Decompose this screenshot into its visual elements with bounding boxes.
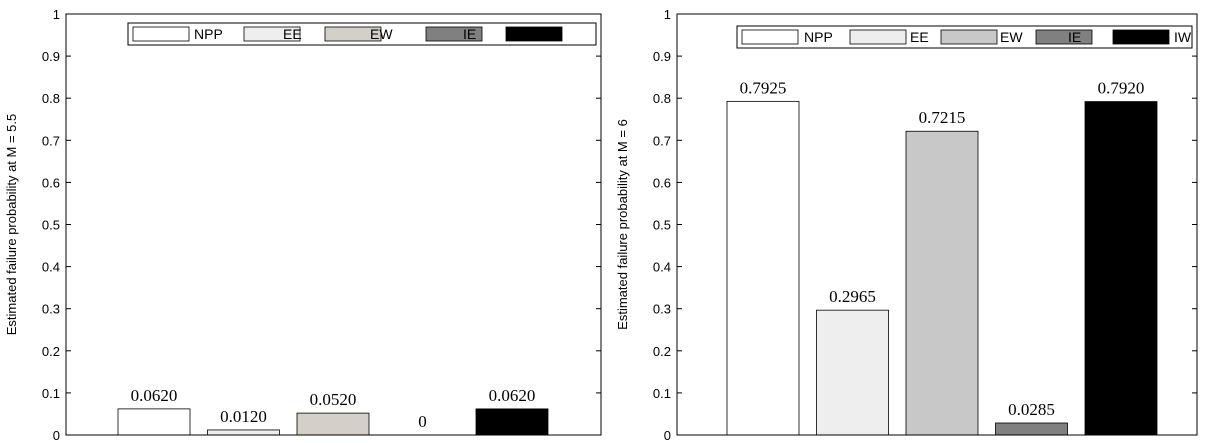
legend-label-ee: EE <box>283 26 302 42</box>
legend: NPP EE EW IE IW <box>127 22 597 46</box>
legend-label-npp: NPP <box>804 29 833 45</box>
legend-swatch-ee <box>849 29 907 45</box>
y-tick-label: 0.7 <box>653 133 671 148</box>
legend-label-ew: EW <box>1000 29 1023 45</box>
value-label-iw: 0.0620 <box>489 386 536 405</box>
chart-panel-2: 0.7925 0.2965 0.7215 0.0285 0.7920 0 0.1 0.2 0.3… <box>615 7 1198 443</box>
y-tick-label: 0.3 <box>42 302 60 317</box>
legend-swatch-iw <box>505 26 563 42</box>
y-tick-label: 0 <box>664 428 671 443</box>
y-tick-label: 0.2 <box>653 344 671 359</box>
value-label-ie: 0 <box>418 412 427 431</box>
legend-swatch-npp <box>132 26 190 42</box>
value-label-ew: 0.7215 <box>919 108 966 127</box>
legend-swatch-ie <box>425 26 483 42</box>
y-tick-label: 0.6 <box>653 175 671 190</box>
bar-npp <box>726 100 800 436</box>
axes-frame <box>65 13 602 436</box>
legend-label-ew: EW <box>370 26 393 42</box>
y-tick-label: 0.1 <box>653 386 671 401</box>
y-tick-label: 0.3 <box>653 302 671 317</box>
legend-swatch-iw <box>1112 29 1170 45</box>
y-tick-label: 0.5 <box>653 218 671 233</box>
legend-swatch-ew <box>940 29 998 45</box>
y-tick-label: 0.8 <box>653 91 671 106</box>
y-tick-label: 0.4 <box>42 260 60 275</box>
legend-label-ee: EE <box>910 29 929 45</box>
bar-ew <box>296 412 370 436</box>
bar-ew <box>905 130 979 436</box>
bar-ie <box>995 422 1068 436</box>
legend-swatch-ew <box>324 26 382 42</box>
legend-label-ie: IE <box>1068 29 1081 45</box>
y-tick-label: 0.7 <box>42 133 60 148</box>
legend-swatch-npp <box>741 29 799 45</box>
chart-panel-1: 0.0620 0.0120 0.0520 0 0.0620 0 0.1 0.2 0.3 0.4 0.… <box>4 7 602 443</box>
y-tick-label: 0.8 <box>42 91 60 106</box>
bar-iw <box>475 408 549 436</box>
legend: NPP EE EW IE IW <box>736 25 1193 49</box>
legend-label-ie: IE <box>463 26 476 42</box>
value-label-ew: 0.0520 <box>310 390 357 409</box>
y-tick-label: 0.5 <box>42 218 60 233</box>
bar-iw <box>1084 101 1158 436</box>
y-axis-label: Estimated failure probability at M = 6 <box>615 119 630 330</box>
bar-ee <box>207 429 280 436</box>
value-label-ee: 0.0120 <box>220 407 267 426</box>
legend-label-npp: NPP <box>194 26 223 42</box>
legend-label-iw: IW <box>542 26 560 42</box>
y-tick-label: 0.1 <box>42 386 60 401</box>
bar-ee <box>816 309 889 436</box>
y-tick-label: 1 <box>53 7 60 22</box>
value-label-ie: 0.0285 <box>1008 400 1055 419</box>
y-tick-label: 0.2 <box>42 344 60 359</box>
y-tick-label: 0.6 <box>42 175 60 190</box>
y-tick-label: 0.9 <box>653 49 671 64</box>
bar-npp <box>117 408 191 436</box>
value-label-npp: 0.0620 <box>131 386 178 405</box>
y-tick-label: 1 <box>664 7 671 22</box>
value-label-ee: 0.2965 <box>829 287 876 306</box>
y-axis-label: Estimated failure probability at M = 5.5 <box>4 114 19 335</box>
y-tick-label: 0.9 <box>42 49 60 64</box>
y-tick-label: 0 <box>53 428 60 443</box>
value-label-iw: 0.7920 <box>1098 79 1145 98</box>
y-tick-label: 0.4 <box>653 260 671 275</box>
legend-swatch-ee <box>243 26 301 42</box>
legend-label-iw: IW <box>1174 29 1192 45</box>
legend-swatch-ie <box>1035 29 1093 45</box>
value-label-npp: 0.7925 <box>740 78 787 97</box>
